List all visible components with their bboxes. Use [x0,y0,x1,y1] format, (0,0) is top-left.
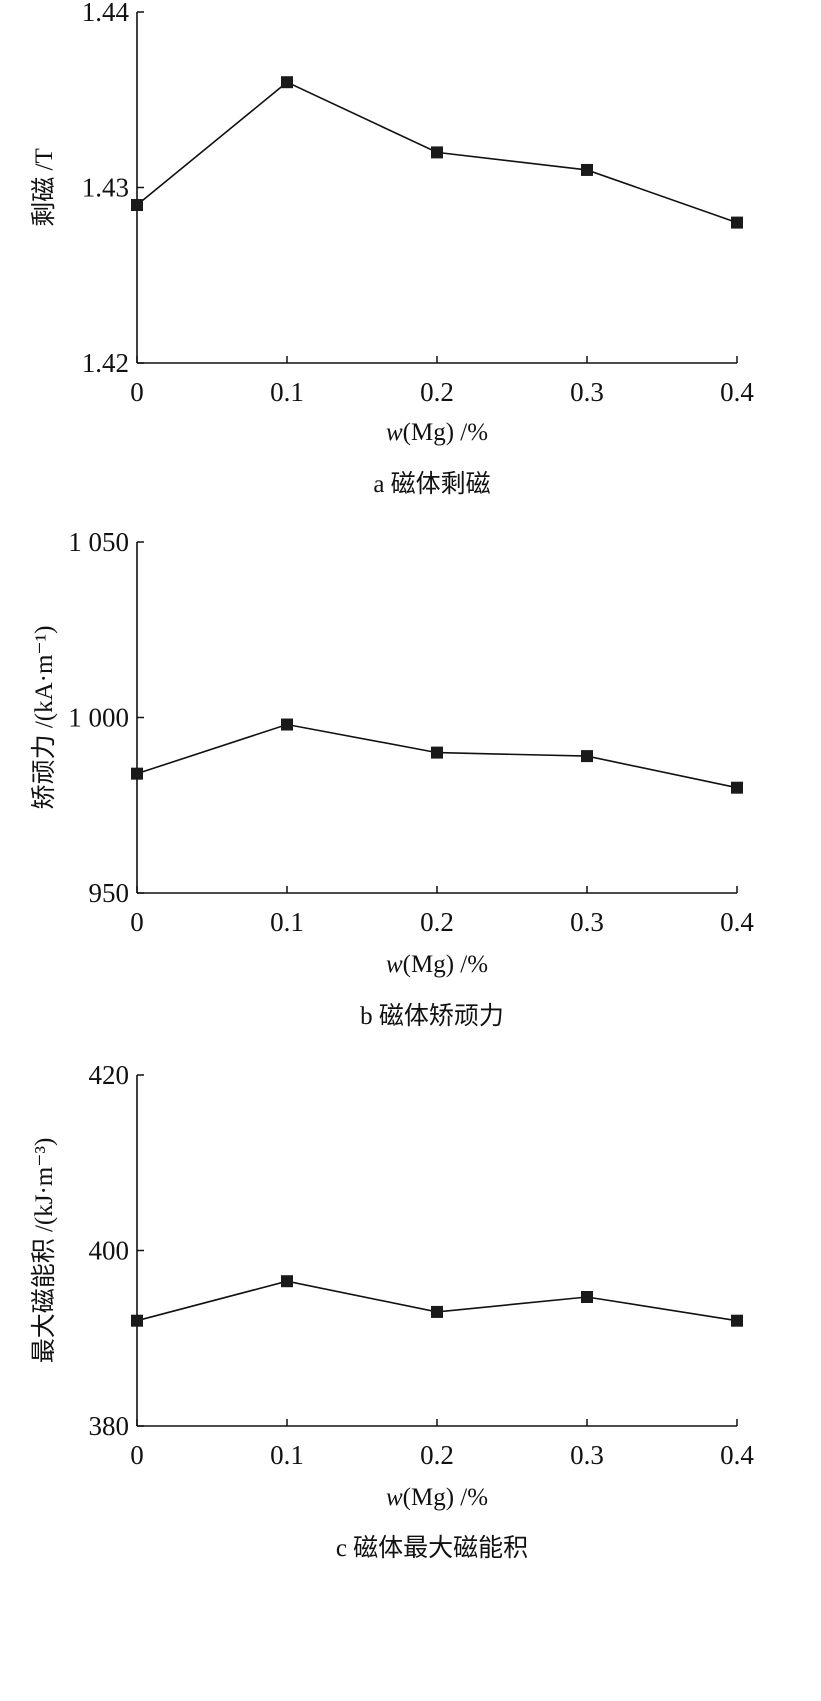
x-tick-label: 0.2 [420,1440,454,1470]
x-tick-label: 0.4 [720,907,754,937]
x-tick-label: 0.4 [720,377,754,407]
data-point [281,718,293,731]
subplot-caption: a 磁体剩磁 [373,470,490,498]
x-tick-label: 0 [130,377,144,407]
x-tick-label: 0 [130,907,144,937]
x-axis-label: w(Mg) /% [386,1484,488,1511]
subplot-a: 1.42 1.43 1.44 0 0.1 0.2 0.3 0.4 剩磁 /T w(Mg) /% a … [30,0,754,498]
x-tick-label: 0.3 [570,377,604,407]
x-tick-label: 0 [130,1440,144,1470]
data-point [581,1291,593,1304]
y-tick-label: 950 [89,878,130,908]
data-point [131,199,143,212]
subplot-caption: b 磁体矫顽力 [360,1002,504,1030]
data-point [581,163,593,176]
x-axis-label-unit: (Mg) /% [403,1484,488,1511]
data-point [431,1305,443,1318]
data-point [131,1314,143,1327]
y-tick-label: 420 [89,1060,130,1090]
data-point [281,1275,293,1288]
y-axis-label: 矫顽力 /(kA·m⁻¹) [30,626,58,810]
data-point [281,76,293,89]
data-point [431,746,443,759]
x-tick-label: 0.1 [270,1440,304,1470]
data-point [731,781,743,794]
y-tick-label: 1 000 [68,703,129,733]
x-tick-label: 0.1 [270,907,304,937]
x-tick-label: 0.3 [570,1440,604,1470]
y-tick-label: 1 050 [68,527,129,557]
y-axis-label: 剩磁 /T [30,148,58,226]
data-point [731,1314,743,1327]
x-axis-label: w(Mg) /% [386,419,488,446]
data-point [581,750,593,763]
x-axis-label-unit: (Mg) /% [403,419,488,446]
y-tick-label: 1.43 [82,173,129,203]
subplot-b: 950 1 000 1 050 0 0.1 0.2 0.3 0.4 矫顽力 /(kA·m⁻¹) w… [30,527,754,1030]
x-tick-label: 0.2 [420,377,454,407]
data-point [431,146,443,159]
y-tick-label: 1.44 [82,0,130,27]
x-axis-label-variable: w [386,1484,403,1511]
y-axis-label: 最大磁能积 /(kJ·m⁻³) [30,1138,58,1364]
x-tick-label: 0.4 [720,1440,754,1470]
x-tick-label: 0.1 [270,377,304,407]
data-point [131,767,143,780]
x-tick-label: 0.2 [420,907,454,937]
y-tick-label: 1.42 [82,348,129,378]
x-axis-label-variable: w [386,419,403,446]
x-axis-label-variable: w [386,951,403,978]
x-axis-label-unit: (Mg) /% [403,951,488,978]
y-tick-label: 400 [89,1236,130,1266]
data-point [731,216,743,229]
subplot-c: 380 400 420 0 0.1 0.2 0.3 0.4 最大磁能积 /(kJ·m⁻³) w(M… [30,1060,754,1562]
x-axis-label: w(Mg) /% [386,951,488,978]
x-tick-label: 0.3 [570,907,604,937]
subplot-caption: c 磁体最大磁能积 [336,1534,528,1562]
y-tick-label: 380 [89,1411,130,1441]
